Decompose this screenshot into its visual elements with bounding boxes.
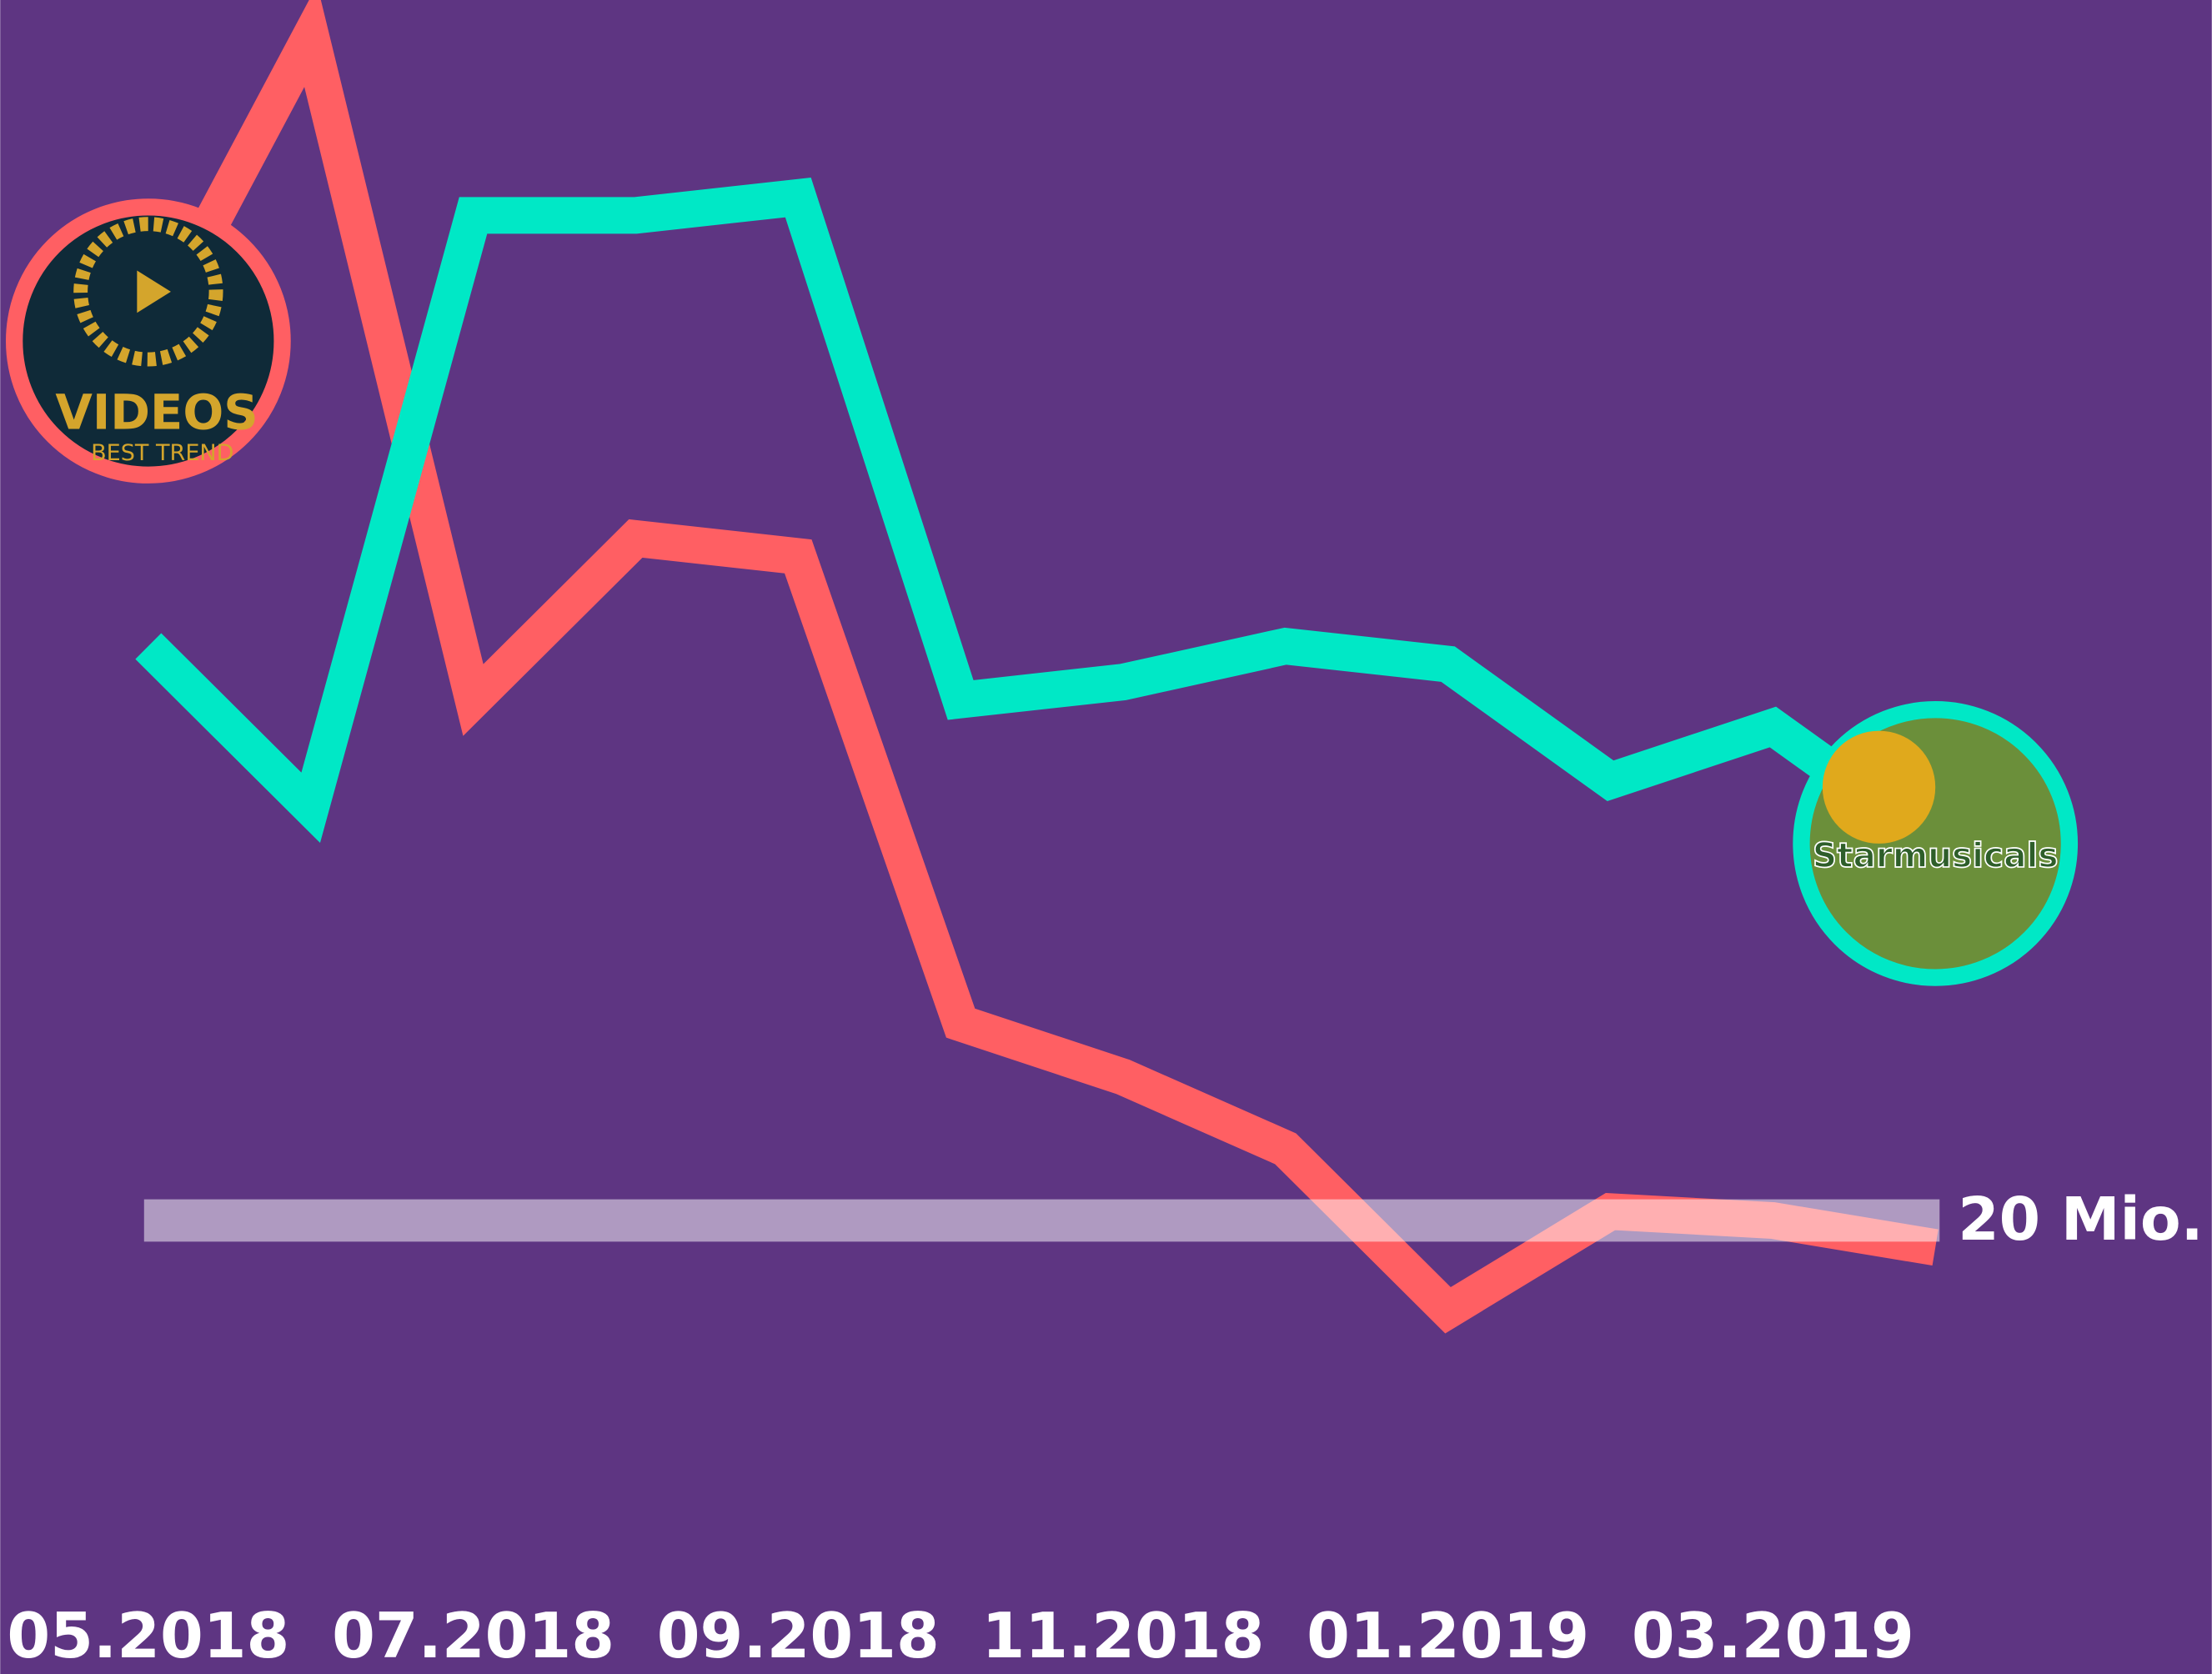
x-tick-label: 03.2019 — [1632, 1600, 1914, 1672]
chart: 05.2018 07.2018 09.2018 11.2018 01.2019 03.20… — [0, 0, 2212, 1674]
series-avatar: Starmusicals — [1801, 709, 2069, 977]
page: 05.2018 07.2018 09.2018 11.2018 01.2019 03.20… — [0, 0, 2212, 1674]
reference-label: 20 Mio. — [1958, 1185, 2203, 1254]
avatar-flowers — [1823, 731, 1935, 844]
x-tick-label: 05.2018 — [7, 1600, 289, 1672]
x-tick-label: 09.2018 — [657, 1600, 940, 1672]
x-tick-label: 01.2019 — [1307, 1600, 1589, 1672]
x-tick-label: 07.2018 — [332, 1600, 614, 1672]
avatar-name: VIDEOS — [55, 384, 258, 440]
x-tick-label: 11.2018 — [981, 1600, 1264, 1672]
avatar-tagline: BEST TREND — [91, 440, 233, 466]
avatar-name: Starmusicals — [1813, 835, 2059, 875]
